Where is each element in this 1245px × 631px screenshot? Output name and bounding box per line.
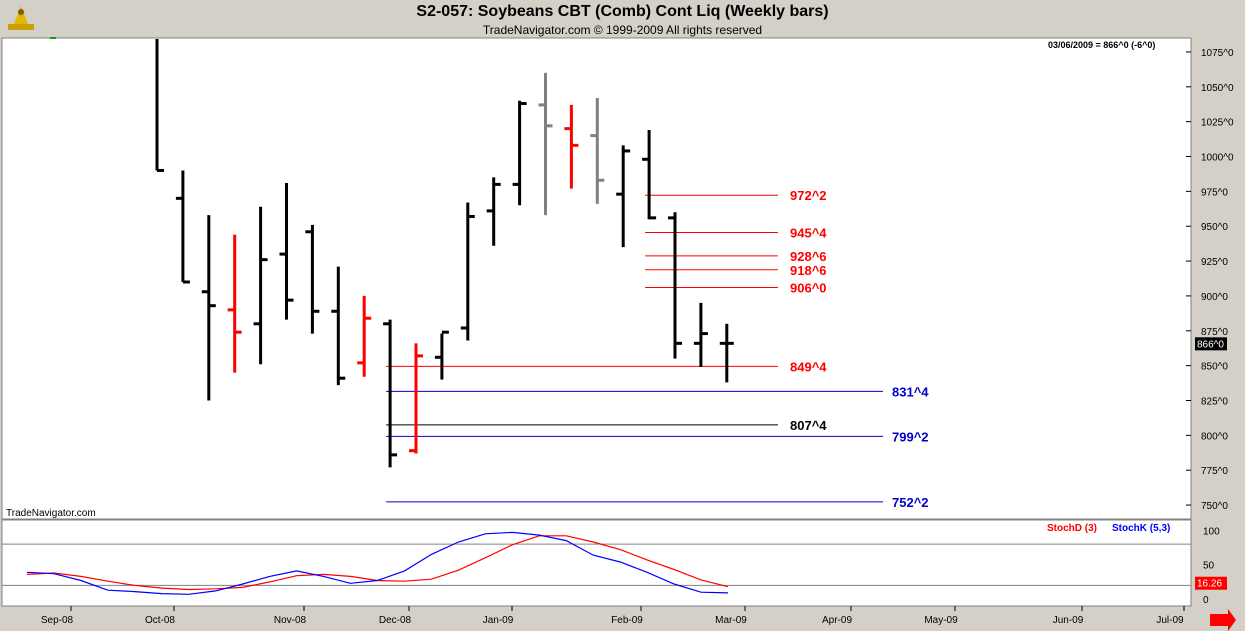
- ohlc-bar: [693, 302, 708, 368]
- quote-readout: 03/06/2009 = 866^0 (-6^0): [1048, 40, 1155, 50]
- x-tick-label: Dec-08: [379, 615, 412, 626]
- y-tick-label: 975^0: [1201, 187, 1228, 198]
- ohlc-bar: [460, 202, 475, 341]
- level-label: 752^2: [892, 495, 929, 510]
- y-tick-label: 775^0: [1201, 466, 1228, 477]
- stochastic-lines: [26, 531, 729, 595]
- level-label: 799^2: [892, 429, 929, 444]
- ohlc-bar: [175, 170, 190, 284]
- y-tick-label: 1075^0: [1201, 48, 1234, 59]
- x-tick-label: Mar-09: [715, 615, 747, 626]
- y-tick-label: 825^0: [1201, 396, 1228, 407]
- ohlc-bar: [253, 206, 268, 365]
- y-tick-label: 1000^0: [1201, 153, 1234, 164]
- ohlc-bar: [668, 212, 682, 359]
- ohlc-bar: [564, 104, 579, 189]
- ohlc-bar: [616, 145, 631, 248]
- ohlc-bar: [331, 266, 346, 386]
- level-label: 945^4: [790, 225, 827, 240]
- level-label: 928^6: [790, 249, 827, 264]
- watermark-text: TradeNavigator.com: [6, 508, 96, 519]
- x-axis: Sep-08 Oct-08 Nov-08 Dec-08 Jan-09 Feb-09 Mar-…: [41, 606, 1185, 626]
- stoch-tick-label: 50: [1203, 561, 1215, 572]
- ohlc-bar: [305, 224, 320, 334]
- ohlc-bar: [357, 295, 372, 377]
- ohlc-bar: [201, 215, 216, 401]
- ohlc-bar: [409, 343, 423, 454]
- legend-stochd: StochD (3): [1047, 523, 1097, 534]
- ohlc-bar: [719, 323, 734, 383]
- x-tick-label: Apr-09: [822, 615, 852, 626]
- ohlc-bar: [279, 182, 294, 320]
- ohlc-bar: [227, 234, 242, 373]
- x-tick-label: Jun-09: [1053, 615, 1084, 626]
- y-tick-label: 750^0: [1201, 501, 1228, 512]
- y-tick-label: 800^0: [1201, 431, 1228, 442]
- level-label: 972^2: [790, 188, 827, 203]
- stoch-series-line: [26, 531, 729, 595]
- stoch-tick-label: 0: [1203, 595, 1209, 606]
- ohlc-bar: [590, 97, 605, 204]
- chart-title: S2-057: Soybeans CBT (Comb) Cont Liq (We…: [416, 3, 829, 20]
- x-tick-label: Sep-08: [41, 615, 74, 626]
- x-tick-label: May-09: [924, 615, 958, 626]
- stoch-last-label: 16.26: [1197, 579, 1222, 590]
- x-tick-label: Oct-08: [145, 615, 175, 626]
- last-price-label: 866^0: [1197, 339, 1224, 350]
- chart-subtitle: TradeNavigator.com © 1999-2009 All right…: [482, 23, 763, 37]
- y-tick-label: 1050^0: [1201, 83, 1234, 94]
- stochastic-axis: 0 50 100: [2, 526, 1220, 606]
- logo-icon: [8, 6, 34, 30]
- price-axis: 750^0 775^0 800^0 825^0 850^0 875^0 900^0 925^0…: [1186, 48, 1234, 512]
- ohlc-bars: [155, 39, 734, 468]
- chart-annotations: 03/06/2009 = 866^0 (-6^0) TradeNavigator.…: [6, 37, 1227, 590]
- x-tick-label: Feb-09: [611, 615, 643, 626]
- y-tick-label: 875^0: [1201, 327, 1228, 338]
- ohlc-bar: [383, 319, 398, 468]
- ohlc-bar: [434, 330, 449, 380]
- y-tick-label: 1025^0: [1201, 118, 1234, 129]
- y-tick-label: 950^0: [1201, 222, 1228, 233]
- x-tick-label: Nov-08: [274, 615, 307, 626]
- last-price-tag: [1195, 337, 1227, 351]
- level-label: 918^6: [790, 263, 827, 278]
- ohlc-bar: [155, 39, 164, 172]
- stochastic-panel: [1, 519, 1192, 607]
- stoch-last-tag: [1195, 576, 1227, 590]
- scroll-right-arrow-icon[interactable]: [1210, 609, 1236, 631]
- ohlc-bar: [538, 72, 553, 216]
- legend-stochk: StochK (5,3): [1112, 523, 1170, 534]
- x-tick-label: Jul-09: [1156, 615, 1184, 626]
- y-tick-label: 900^0: [1201, 292, 1228, 303]
- y-tick-label: 925^0: [1201, 257, 1228, 268]
- level-label: 831^4: [892, 384, 929, 399]
- level-label: 849^4: [790, 359, 827, 374]
- x-tick-label: Jan-09: [483, 615, 514, 626]
- level-label: 807^4: [790, 418, 827, 433]
- y-tick-label: 850^0: [1201, 362, 1228, 373]
- level-label: 906^0: [790, 281, 827, 296]
- stoch-tick-label: 100: [1203, 526, 1220, 537]
- ohlc-bar: [512, 100, 527, 206]
- ohlc-bar: [642, 130, 657, 220]
- ohlc-bar: [486, 177, 501, 246]
